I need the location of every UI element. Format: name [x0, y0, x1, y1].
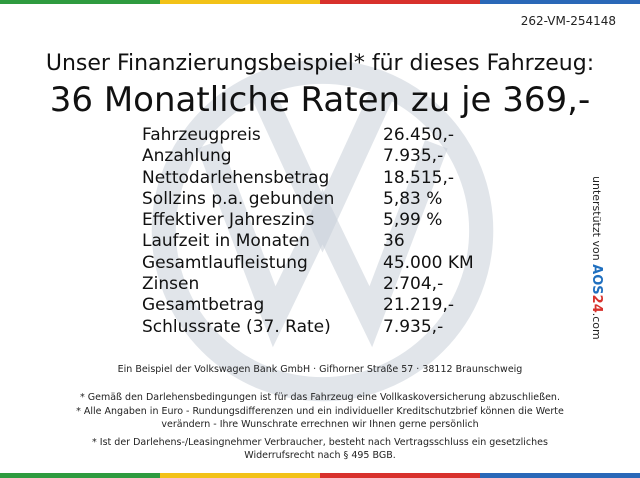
- row-value: 7.935,-: [383, 316, 444, 337]
- color-stripe-top: [0, 0, 640, 4]
- row-value: 26.450,-: [383, 125, 455, 145]
- row-label: Sollzins p.a. gebunden: [142, 188, 335, 209]
- table-row: Schlussrate (37. Rate) 7.935,-: [142, 317, 502, 338]
- footnote: Widerrufsrecht nach § 495 BGB.: [244, 450, 396, 461]
- footnote: * Alle Angaben in Euro - Rundungsdiffere…: [76, 406, 564, 417]
- aos24-domain: .com: [590, 312, 603, 340]
- bank-line: Ein Beispiel der Volkswagen Bank GmbH · …: [117, 364, 523, 375]
- row-label: Gesamtlaufleistung: [142, 252, 308, 273]
- vw-logo-watermark-icon: [151, 59, 494, 402]
- monthly-rate-title: 36 Monatliche Raten zu je 369,-: [49, 80, 591, 120]
- row-value: 45.000 KM: [383, 252, 474, 273]
- table-row: Fahrzeugpreis 26.450,-: [142, 125, 502, 146]
- table-row: Laufzeit in Monaten 36: [142, 231, 502, 252]
- row-label: Nettodarlehensbetrag: [142, 167, 330, 188]
- finance-table: Fahrzeugpreis 26.450,- Anzahlung 7.935,- N…: [142, 125, 502, 338]
- row-value: 36: [383, 231, 405, 252]
- supported-by-note: unterstützt von AOS24.com: [589, 176, 622, 356]
- row-label: Zinsen: [142, 274, 200, 295]
- table-row: Effektiver Jahreszins 5,99 %: [142, 210, 502, 231]
- supported-by-label: unterstützt von: [590, 176, 603, 261]
- row-label: Fahrzeugpreis: [142, 125, 261, 145]
- table-row: Sollzins p.a. gebunden 5,83 %: [142, 189, 502, 210]
- aos24-logo: AOS24: [589, 264, 604, 313]
- row-label: Effektiver Jahreszins: [142, 210, 315, 231]
- color-stripe-bottom: [0, 473, 640, 478]
- table-row: Anzahlung 7.935,-: [142, 146, 502, 167]
- row-value: 7.935,-: [383, 146, 444, 167]
- row-label: Laufzeit in Monaten: [142, 231, 310, 252]
- footnote: * Gemäß den Darlehensbedingungen ist für…: [80, 392, 560, 403]
- row-value: 5,83 %: [383, 188, 443, 209]
- row-label: Gesamtbetrag: [142, 295, 265, 316]
- row-value: 21.219,-: [383, 295, 455, 316]
- row-label: Anzahlung: [142, 146, 232, 167]
- row-value: 5,99 %: [383, 210, 443, 231]
- row-label: Schlussrate (37. Rate): [142, 316, 331, 337]
- table-row: Gesamtbetrag 21.219,-: [142, 295, 502, 316]
- table-row: Gesamtlaufleistung 45.000 KM: [142, 253, 502, 274]
- headline: Unser Finanzierungsbeispiel* für dieses …: [45, 51, 595, 76]
- row-value: 18.515,-: [383, 167, 455, 188]
- table-row: Zinsen 2.704,-: [142, 274, 502, 295]
- row-value: 2.704,-: [383, 274, 444, 295]
- footnote: * Ist der Darlehens-/Leasingnehmer Verbr…: [92, 437, 548, 448]
- reference-number: 262-VM-254148: [520, 14, 616, 28]
- footnote: verändern - Ihre Wunschrate errechnen wi…: [161, 419, 479, 430]
- table-row: Nettodarlehensbetrag 18.515,-: [142, 168, 502, 189]
